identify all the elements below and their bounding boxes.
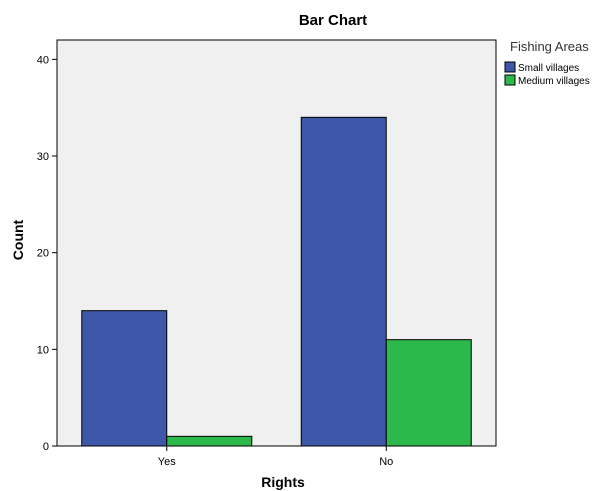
legend-swatch xyxy=(504,61,516,73)
y-axis: 0 10 20 30 40 xyxy=(37,54,57,453)
bar-small-villages-no xyxy=(300,116,387,447)
x-axis-title: Rights xyxy=(261,474,305,490)
legend-label: Small villages xyxy=(518,63,579,74)
y-tick-label: 40 xyxy=(37,54,49,66)
y-axis-title: Count xyxy=(10,219,26,260)
bar-medium-villages-no xyxy=(385,339,472,447)
y-tick-label: 30 xyxy=(37,151,49,163)
y-tick-label: 0 xyxy=(43,441,49,453)
bar-small-villages-yes xyxy=(81,310,168,447)
x-axis: Yes No xyxy=(158,446,393,468)
x-tick-label: Yes xyxy=(158,456,176,468)
legend-title: Fishing Areas xyxy=(510,39,589,54)
legend-label: Medium villages xyxy=(518,76,590,87)
y-tick-label: 20 xyxy=(37,248,49,260)
chart-title: Bar Chart xyxy=(299,12,367,29)
x-tick-label: No xyxy=(379,456,393,468)
legend: Fishing Areas Small villages Medium villa… xyxy=(504,39,590,87)
bar-medium-villages-yes xyxy=(166,435,253,447)
legend-swatch xyxy=(504,74,516,86)
y-tick-label: 10 xyxy=(37,344,49,356)
bars-group xyxy=(81,116,472,447)
